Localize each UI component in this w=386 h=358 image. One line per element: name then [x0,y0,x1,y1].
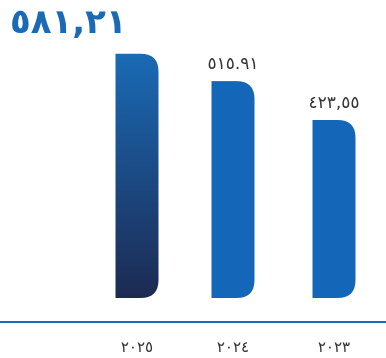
category-label-1: ٢٠٢٤ [217,338,249,356]
bar-2 [312,119,356,298]
category-label-0: ٢٠٢٥ [121,338,153,356]
value-label-1: ٥١٥.٩١ [207,54,258,74]
value-label-2: ٤٢٣,٥٥ [308,93,359,113]
headline-value: ٥٨١,٢١ [10,2,127,42]
bar-0 [115,53,159,298]
bar-1 [211,81,255,298]
category-label-2: ٢٠٢٣ [318,338,350,356]
